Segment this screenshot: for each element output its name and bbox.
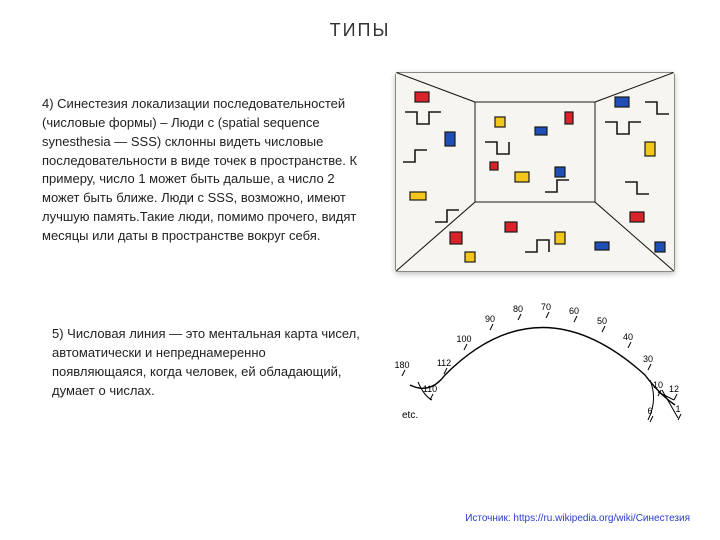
svg-text:80: 80 bbox=[513, 304, 523, 314]
svg-text:6: 6 bbox=[647, 406, 652, 416]
svg-text:50: 50 bbox=[597, 316, 607, 326]
svg-text:180: 180 bbox=[394, 360, 409, 370]
number-line-diagram: 180 110 112 100 90 80 70 60 50 40 30 10 12 6 1 etc. bbox=[390, 300, 690, 440]
svg-text:1: 1 bbox=[675, 404, 680, 414]
svg-text:100: 100 bbox=[456, 334, 471, 344]
svg-text:60: 60 bbox=[569, 306, 579, 316]
paragraph-4: 4) Синестезия локализации последовательн… bbox=[42, 95, 362, 246]
svg-text:30: 30 bbox=[643, 354, 653, 364]
svg-text:12: 12 bbox=[669, 384, 679, 394]
svg-text:etc.: etc. bbox=[402, 410, 418, 421]
svg-text:110: 110 bbox=[423, 384, 437, 394]
svg-text:112: 112 bbox=[437, 358, 451, 368]
paragraph-5: 5) Числовая линия — это ментальная карта… bbox=[52, 325, 362, 400]
page-title: ТИПЫ bbox=[0, 20, 720, 41]
mondrian-room-image bbox=[395, 72, 675, 272]
svg-text:10: 10 bbox=[653, 380, 663, 390]
svg-text:70: 70 bbox=[541, 302, 551, 312]
svg-text:40: 40 bbox=[623, 332, 633, 342]
svg-text:90: 90 bbox=[485, 314, 495, 324]
source-citation: Источник: https://ru.wikipedia.org/wiki/… bbox=[465, 513, 690, 524]
